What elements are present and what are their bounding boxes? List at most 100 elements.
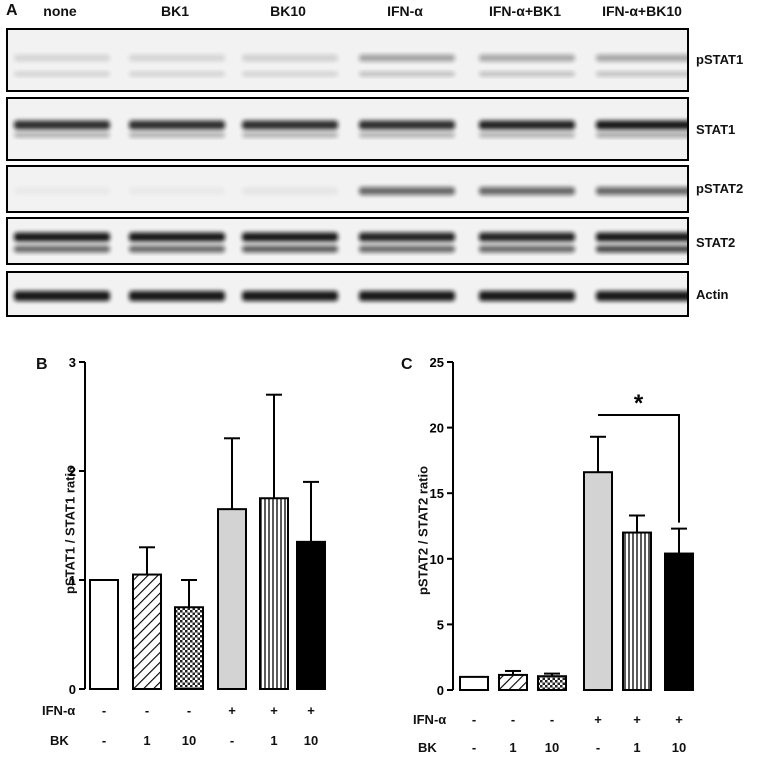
condition-value: +	[270, 703, 278, 718]
condition-value: -	[471, 740, 477, 755]
condition-value: -	[101, 733, 107, 748]
blot-band	[596, 232, 687, 242]
blot-band	[479, 187, 575, 195]
blot-band	[242, 187, 338, 195]
blot-band	[242, 291, 338, 301]
lane-label-ifn-bk1: IFN-α+BK1	[488, 3, 562, 19]
lane-label-ifn-bk10: IFN-α+BK10	[602, 3, 682, 19]
blot-band	[359, 187, 455, 195]
y-tick-label: 3	[69, 355, 76, 370]
chart-b-row-label-bk: BK	[50, 733, 69, 748]
blot-label-stat1: STAT1	[696, 122, 736, 137]
blot-pstat2	[6, 165, 689, 213]
condition-value: 10	[181, 733, 197, 748]
y-tick-label: 15	[430, 486, 444, 501]
blot-band	[14, 71, 110, 77]
y-tick-label: 25	[430, 355, 444, 370]
blot-band	[596, 54, 687, 62]
panel-b-letter: B	[36, 356, 48, 373]
condition-value: 1	[633, 740, 641, 755]
lane-label-bk10: BK10	[270, 3, 306, 19]
condition-value: -	[229, 733, 235, 748]
condition-value: -	[471, 712, 477, 727]
condition-value: +	[633, 712, 641, 727]
bar	[217, 508, 247, 690]
panel-c-letter: C	[401, 356, 413, 373]
blot-band	[596, 120, 687, 130]
blot-band	[129, 132, 225, 138]
chart-b-row-label-ifn: IFN-α	[42, 703, 76, 718]
blot-label-pstat2: pSTAT2	[696, 181, 744, 196]
condition-value: -	[549, 712, 555, 727]
blot-band	[479, 291, 575, 301]
chart-c-row-label-ifn: IFN-α	[413, 712, 447, 727]
lane-label-ifn: IFN-α	[387, 3, 423, 19]
blot-band	[359, 132, 455, 138]
y-tick-label: 1	[69, 573, 76, 588]
blot-band	[242, 71, 338, 77]
blot-band	[14, 245, 110, 253]
condition-value: -	[595, 740, 601, 755]
blot-band	[14, 54, 110, 62]
blot-band	[596, 132, 687, 138]
bar	[459, 675, 489, 692]
blot-band	[129, 245, 225, 253]
condition-value: 1	[270, 733, 278, 748]
condition-value: -	[510, 712, 516, 727]
condition-value: +	[675, 712, 683, 727]
condition-value: -	[144, 703, 150, 718]
bar	[664, 552, 694, 691]
blot-stat2	[6, 217, 689, 265]
blot-band	[359, 232, 455, 242]
blot-band	[596, 187, 687, 195]
blot-band	[129, 120, 225, 130]
y-tick-label: 20	[430, 421, 444, 436]
blot-band	[242, 120, 338, 130]
blot-band	[359, 120, 455, 130]
condition-value: 10	[544, 740, 560, 755]
y-tick-label: 2	[69, 464, 76, 479]
blot-label-stat2: STAT2	[696, 235, 736, 250]
bar	[498, 673, 528, 691]
chart-b: 0 1 2 3	[69, 355, 326, 697]
bar	[89, 579, 119, 690]
condition-value: +	[594, 712, 602, 727]
blot-band	[242, 245, 338, 253]
condition-value: 10	[303, 733, 319, 748]
blot-band	[129, 54, 225, 62]
bar	[537, 675, 567, 691]
blot-stat1	[6, 97, 689, 161]
blot-band	[359, 71, 455, 77]
significance-star: *	[634, 390, 644, 417]
lane-label-bk1: BK1	[160, 3, 190, 19]
blot-band	[14, 232, 110, 242]
bar	[132, 573, 162, 690]
condition-value: +	[228, 703, 236, 718]
blot-band	[14, 291, 110, 301]
blot-band	[479, 71, 575, 77]
blot-band	[479, 54, 575, 62]
blot-label-actin: Actin	[696, 287, 729, 302]
blot-band	[129, 232, 225, 242]
bar	[259, 497, 289, 690]
blot-pstat1	[6, 28, 689, 92]
blot-band	[359, 291, 455, 301]
blot-band	[479, 132, 575, 138]
panel-a-letter: A	[6, 2, 18, 19]
lane-label-none: none	[43, 3, 77, 19]
condition-value: 10	[671, 740, 687, 755]
condition-value: -	[101, 703, 107, 718]
blot-band	[14, 120, 110, 130]
blot-band	[596, 71, 687, 77]
blot-band	[242, 132, 338, 138]
blot-band	[129, 291, 225, 301]
significance-bracket	[598, 414, 680, 523]
y-tick-label: 10	[430, 552, 444, 567]
blot-band	[479, 245, 575, 253]
blot-band	[129, 71, 225, 77]
bar	[174, 606, 204, 690]
blot-band	[479, 120, 575, 130]
bar	[583, 471, 613, 692]
blot-band	[242, 54, 338, 62]
